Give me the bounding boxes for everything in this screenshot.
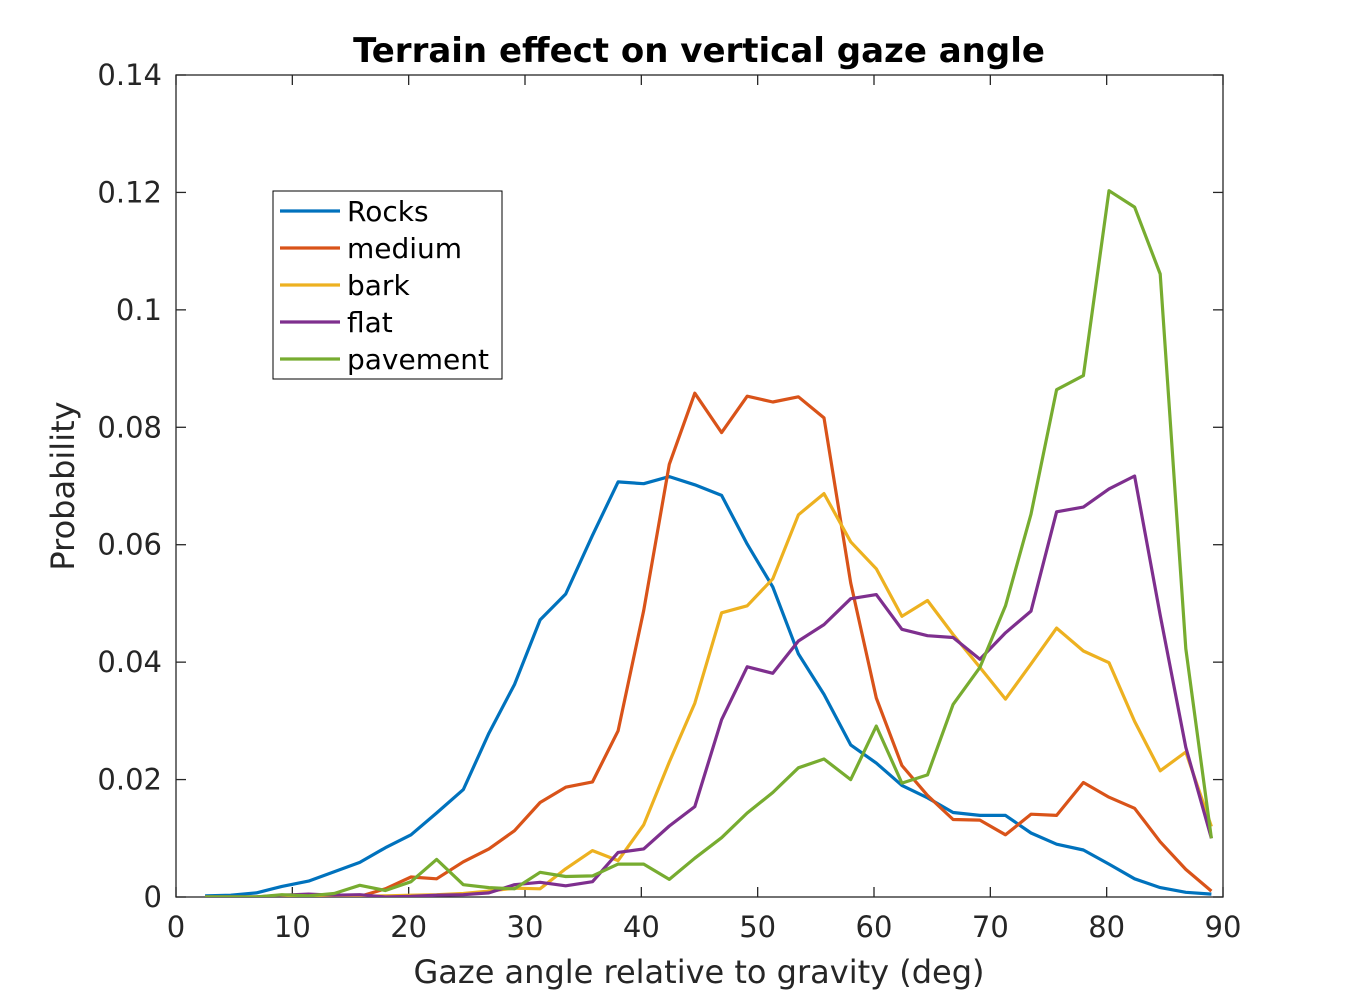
y-tick-label: 0.1	[116, 293, 162, 327]
x-tick-label: 0	[167, 910, 185, 944]
y-tick-label: 0.02	[97, 763, 162, 797]
x-tick-label: 40	[623, 910, 660, 944]
y-tick-label: 0.08	[97, 410, 162, 444]
series-line-flat	[205, 474, 1213, 897]
x-tick-label: 70	[972, 910, 1009, 944]
x-tick-label: 30	[507, 910, 544, 944]
x-tick-labels: 0 10 20 30 40 50 60 70 80 90	[167, 910, 1242, 944]
legend-label-pavement: pavement	[347, 343, 489, 376]
legend-label-bark: bark	[347, 269, 410, 302]
x-tick-label: 20	[390, 910, 427, 944]
x-tick-label: 50	[739, 910, 776, 944]
y-tick-label: 0.04	[97, 645, 162, 679]
series-line-pavement	[205, 189, 1213, 897]
chart-title: Terrain effect on vertical gaze angle	[353, 31, 1045, 71]
legend-label-medium: medium	[347, 232, 462, 265]
y-tick-label: 0.14	[97, 58, 162, 92]
series-line-rocks	[205, 475, 1212, 897]
legend-label-rocks: Rocks	[347, 195, 429, 228]
legend-label-flat: flat	[347, 306, 393, 339]
legend: Rocks medium bark flat pavement	[272, 190, 503, 380]
x-tick-label: 10	[274, 910, 311, 944]
series-line-medium	[205, 391, 1213, 897]
x-tick-label: 60	[856, 910, 893, 944]
x-axis-label: Gaze angle relative to gravity (deg)	[413, 953, 984, 991]
y-tick-label: 0	[144, 880, 162, 914]
series-lines	[205, 189, 1213, 897]
y-axis-label: Probability	[44, 401, 82, 570]
y-tick-label: 0.06	[97, 528, 162, 562]
x-tick-label: 80	[1088, 910, 1125, 944]
legend-items: Rocks medium bark flat pavement	[280, 195, 489, 376]
x-tick-label: 90	[1205, 910, 1242, 944]
y-tick-labels: 0 0.02 0.04 0.06 0.08 0.1 0.12 0.14	[97, 58, 162, 914]
y-tick-label: 0.12	[97, 175, 162, 209]
